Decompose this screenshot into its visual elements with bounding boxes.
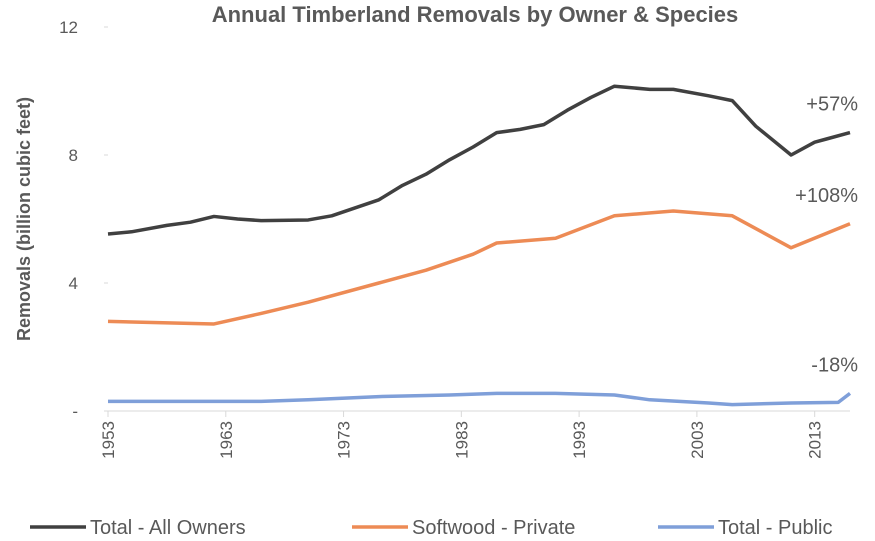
legend-label: Total - All Owners (90, 517, 246, 539)
x-tick-label: 1973 (335, 421, 354, 459)
y-tick-label: 8 (69, 146, 78, 165)
series-annotation: -18% (811, 354, 858, 376)
x-tick-label: 1963 (217, 421, 236, 459)
series-line (108, 391, 852, 407)
series-annotation: +108% (795, 185, 858, 207)
y-tick-label: - (72, 402, 78, 421)
x-tick-label: 2003 (688, 421, 707, 459)
y-axis-label: Removals (billion cubic feet) (14, 97, 34, 341)
x-tick-label: 1983 (452, 421, 471, 459)
legend-label: Total - Public (718, 517, 833, 539)
x-tick-label: 1953 (99, 421, 118, 459)
series-line (107, 84, 851, 236)
y-tick-label: 12 (59, 18, 78, 37)
series-annotation: +57% (806, 94, 858, 116)
series-line (107, 209, 851, 326)
x-tick-label: 2013 (806, 421, 825, 459)
legend-label: Softwood - Private (412, 517, 575, 539)
x-tick-label: 1993 (570, 421, 589, 459)
y-tick-label: 4 (69, 274, 78, 293)
chart-title: Annual Timberland Removals by Owner & Sp… (212, 2, 739, 27)
